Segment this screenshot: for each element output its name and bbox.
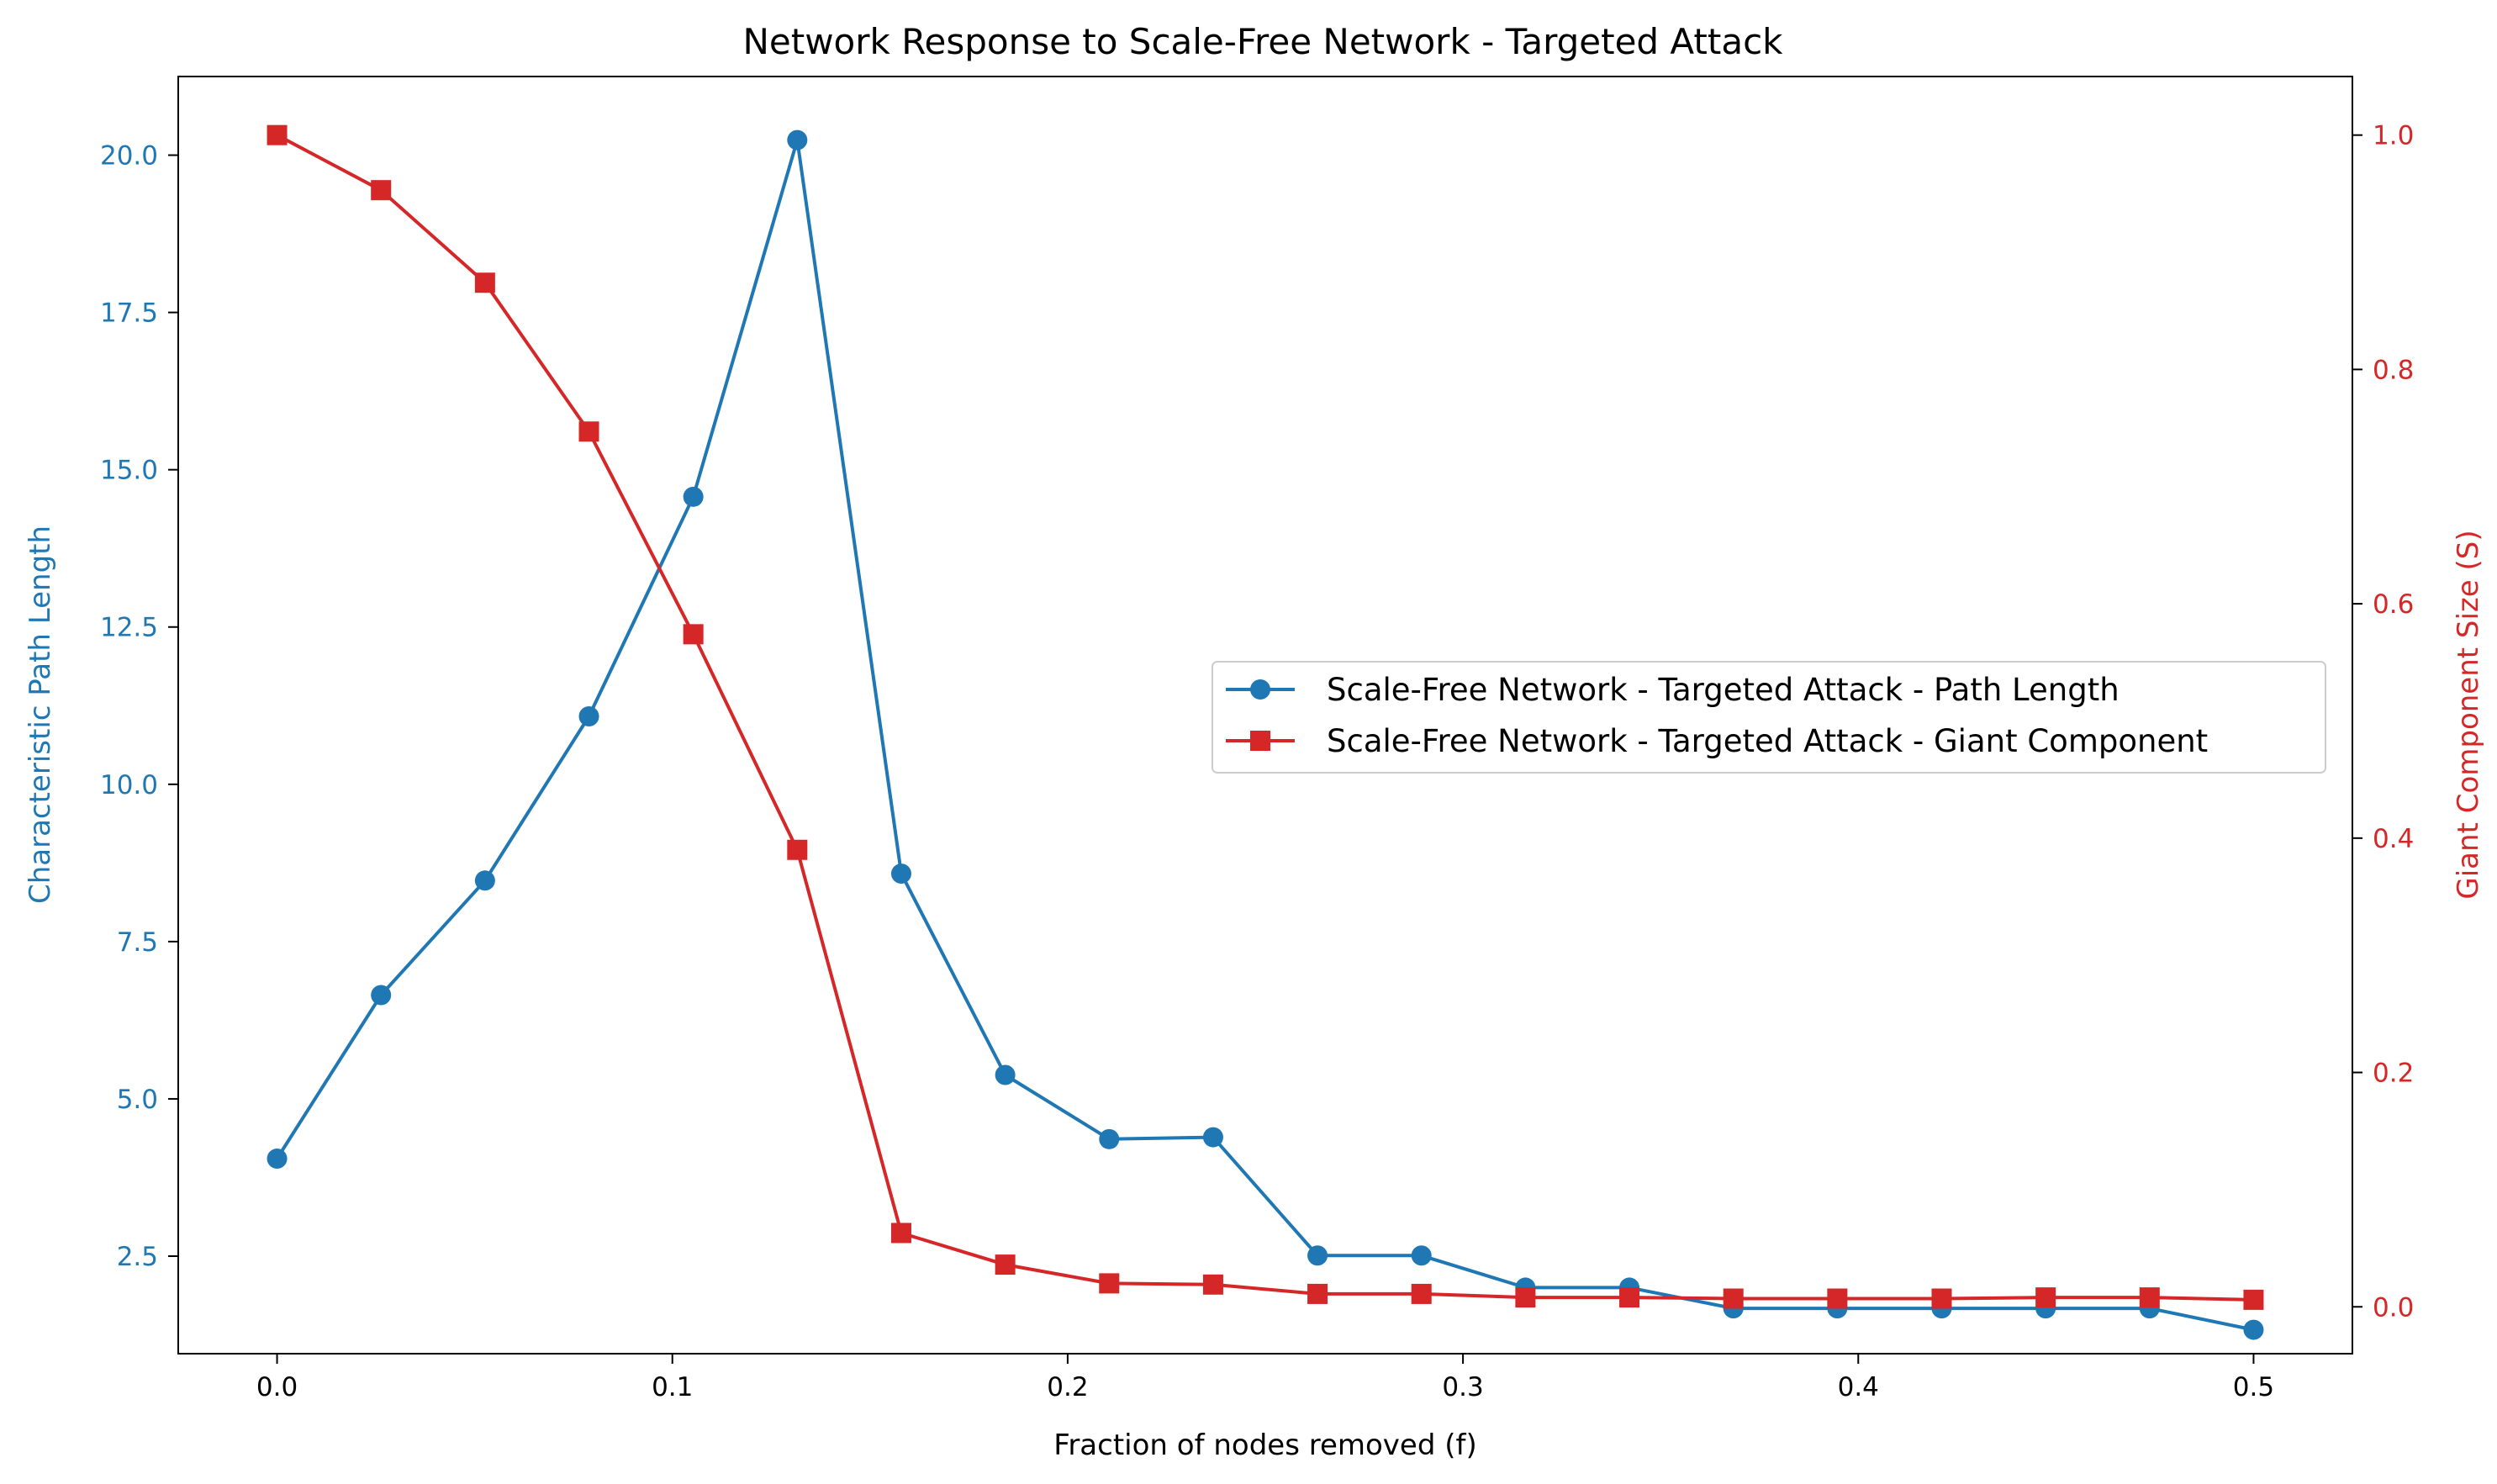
data-point-giant-component (474, 272, 495, 293)
legend-marker-path-length (1250, 679, 1270, 700)
series-line-giant-component (276, 133, 2254, 1302)
data-point-path-length (995, 1064, 1016, 1085)
data-point-giant-component (890, 1223, 911, 1244)
data-point-path-length (890, 863, 911, 885)
data-point-giant-component (2243, 1289, 2264, 1310)
y-left-tick-label: 20.0 (100, 141, 158, 172)
data-point-giant-component (371, 180, 392, 201)
x-tick-label: 0.4 (1838, 1372, 1879, 1402)
legend-box (1212, 661, 2326, 774)
legend-marker-giant-component (1250, 731, 1270, 751)
data-point-giant-component (1619, 1287, 1640, 1308)
y-left-tick-label: 12.5 (100, 613, 158, 643)
legend-entry-giant-component: Scale-Free Network - Targeted Attack - G… (1226, 723, 2208, 759)
data-point-giant-component (1827, 1288, 1848, 1309)
y-left-tick-label: 17.5 (100, 298, 158, 329)
data-point-path-length (787, 129, 808, 151)
data-point-giant-component (578, 421, 599, 442)
data-point-giant-component (1723, 1288, 1744, 1309)
data-point-giant-component (787, 839, 808, 860)
data-point-giant-component (2139, 1287, 2160, 1308)
data-point-path-length (1307, 1245, 1328, 1266)
data-point-giant-component (1931, 1288, 1952, 1309)
data-point-giant-component (1099, 1273, 1120, 1294)
chart-title: Network Response to Scale-Free Network -… (742, 21, 1783, 62)
x-tick-label: 0.1 (652, 1372, 693, 1402)
y-axis-left: 2.5 5.0 7.5 10.0 12.5 15.0 17.5 20.0 (100, 141, 178, 1272)
y-left-tick-label: 5.0 (117, 1085, 158, 1115)
y-right-tick-label: 0.6 (2373, 589, 2414, 620)
data-point-path-length (474, 870, 495, 891)
y-right-tick-label: 1.0 (2373, 121, 2414, 151)
y-axis-left-label: Characteristic Path Length (24, 525, 57, 904)
data-point-giant-component (683, 624, 704, 645)
x-axis: 0.0 0.1 0.2 0.3 0.4 0.5 (256, 1354, 2274, 1402)
legend: Scale-Free Network - Targeted Attack - P… (1212, 661, 2326, 774)
data-point-path-length (371, 985, 392, 1006)
legend-label-giant-component: Scale-Free Network - Targeted Attack - G… (1327, 723, 2208, 759)
plot-frame (177, 76, 2353, 1355)
y-left-tick-label: 7.5 (117, 927, 158, 958)
y-right-tick-label: 0.2 (2373, 1059, 2414, 1089)
data-point-path-length (683, 486, 704, 507)
series-line-path-length (275, 138, 2254, 1332)
y-left-tick-label: 10.0 (100, 770, 158, 800)
data-point-giant-component (1202, 1274, 1223, 1295)
data-point-giant-component (995, 1254, 1016, 1275)
data-point-giant-component (1411, 1283, 1432, 1304)
x-tick-label: 0.0 (256, 1372, 298, 1402)
x-tick-label: 0.5 (2233, 1372, 2274, 1402)
x-tick-label: 0.2 (1047, 1372, 1088, 1402)
data-point-giant-component (1515, 1287, 1536, 1308)
y-left-tick-label: 15.0 (100, 456, 158, 486)
series-layer (267, 124, 2264, 1340)
y-left-tick-label: 2.5 (117, 1242, 158, 1272)
data-point-path-length (578, 705, 599, 726)
legend-label-path-length: Scale-Free Network - Targeted Attack - P… (1327, 672, 2120, 708)
data-point-path-length (2243, 1319, 2264, 1340)
y-right-tick-label: 0.0 (2373, 1292, 2414, 1323)
data-point-giant-component (1307, 1283, 1328, 1304)
legend-entry-path-length: Scale-Free Network - Targeted Attack - P… (1226, 672, 2120, 708)
data-point-path-length (1099, 1128, 1120, 1149)
x-tick-label: 0.3 (1442, 1372, 1483, 1402)
data-point-path-length (267, 1149, 288, 1170)
y-axis-right-label: Giant Component Size (S) (2452, 530, 2485, 899)
data-point-path-length (1202, 1127, 1223, 1148)
data-point-giant-component (267, 124, 288, 145)
y-right-tick-label: 0.8 (2373, 355, 2414, 385)
y-axis-right: 0.0 0.2 0.4 0.6 0.8 1.0 (2352, 121, 2414, 1323)
data-point-path-length (1411, 1245, 1432, 1266)
x-axis-label: Fraction of nodes removed (f) (1053, 1429, 1476, 1462)
data-point-giant-component (2035, 1287, 2056, 1308)
y-right-tick-label: 0.4 (2373, 824, 2414, 854)
